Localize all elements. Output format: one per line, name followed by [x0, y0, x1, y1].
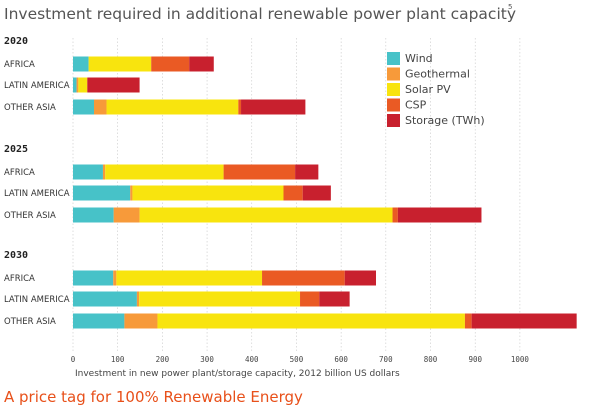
- bar-segment: [113, 207, 140, 223]
- x-tick-label: 600: [334, 355, 348, 364]
- chart-title: Investment required in additional renewa…: [4, 5, 516, 23]
- bar-segment: [94, 99, 107, 115]
- region-label: LATIN AMERICA: [4, 295, 70, 305]
- x-tick-label: 300: [200, 355, 214, 364]
- region-label: OTHER ASIA: [4, 103, 56, 113]
- bar-segment: [102, 164, 106, 180]
- bar-segment: [113, 270, 117, 286]
- bar-segment: [76, 77, 79, 93]
- row-labels: 2020 AFRICA LATIN AMERICA OTHER ASIA 2025 AFR…: [4, 36, 70, 327]
- bar-segment: [106, 99, 239, 115]
- bar-segment: [73, 164, 103, 180]
- legend-label: Geothermal: [405, 68, 470, 81]
- bar-segment: [73, 99, 95, 115]
- x-tick-label: 1000: [511, 355, 530, 364]
- bar-segment: [132, 185, 284, 201]
- legend-swatch: [387, 67, 400, 81]
- bar-segment: [319, 291, 350, 307]
- x-tick-label: 900: [468, 355, 482, 364]
- region-label: LATIN AMERICA: [4, 189, 70, 199]
- legend-swatch: [387, 52, 400, 65]
- x-tick-label: 200: [156, 355, 170, 364]
- x-tick-label: 800: [424, 355, 438, 364]
- legend-label: Wind: [405, 52, 433, 65]
- bar-segment: [73, 207, 114, 223]
- legend-label: Storage (TWh): [405, 114, 485, 127]
- x-axis-ticks: 0 100 200 300 400 500 600 700 800 900 1000: [71, 355, 530, 364]
- legend-swatch: [387, 83, 400, 96]
- bar-segment: [87, 77, 140, 93]
- bar-segment: [283, 185, 303, 201]
- bar-segment: [73, 291, 137, 307]
- year-label: 2020: [4, 36, 28, 47]
- bar-segment: [116, 270, 263, 286]
- x-tick-label: 700: [379, 355, 393, 364]
- bar-segment: [73, 77, 77, 93]
- bar-segment: [223, 164, 296, 180]
- bar-segment: [302, 185, 331, 201]
- legend-label: Solar PV: [405, 83, 451, 96]
- bars: [73, 56, 577, 329]
- bar-segment: [344, 270, 376, 286]
- bar-segment: [151, 56, 190, 72]
- bar-segment: [73, 313, 125, 329]
- bar-segment: [397, 207, 482, 223]
- region-label: OTHER ASIA: [4, 317, 56, 327]
- year-label: 2030: [4, 250, 28, 261]
- year-label: 2025: [4, 144, 28, 155]
- bar-segment: [464, 313, 472, 329]
- bar-segment: [136, 291, 140, 307]
- x-tick-label: 0: [71, 355, 76, 364]
- bar-segment: [88, 56, 152, 72]
- region-label: AFRICA: [4, 274, 35, 284]
- x-tick-label: 100: [111, 355, 125, 364]
- bar-segment: [105, 164, 224, 180]
- bar-segment: [262, 270, 345, 286]
- bar-segment: [73, 185, 131, 201]
- bar-segment: [124, 313, 158, 329]
- bar-segment: [130, 185, 133, 201]
- bar-segment: [295, 164, 319, 180]
- x-axis-label: Investment in new power plant/storage ca…: [75, 369, 400, 379]
- bar-segment: [238, 99, 242, 115]
- page-caption: A price tag for 100% Renewable Energy: [4, 388, 303, 406]
- bar-segment: [300, 291, 320, 307]
- title-footnote: 5: [508, 3, 512, 11]
- bar-segment: [471, 313, 577, 329]
- bar-segment: [139, 291, 301, 307]
- legend-label: CSP: [405, 99, 427, 112]
- bar-segment: [157, 313, 465, 329]
- bar-segment: [73, 56, 89, 72]
- region-label: OTHER ASIA: [4, 211, 56, 221]
- legend-swatch: [387, 114, 400, 127]
- region-label: AFRICA: [4, 60, 35, 70]
- x-tick-label: 500: [290, 355, 304, 364]
- bar-segment: [78, 77, 88, 93]
- legend-swatch: [387, 98, 400, 112]
- bar-segment: [392, 207, 398, 223]
- region-label: AFRICA: [4, 168, 35, 178]
- region-label: LATIN AMERICA: [4, 81, 70, 91]
- bar-segment: [73, 270, 114, 286]
- bar-segment: [139, 207, 393, 223]
- bar-segment: [189, 56, 214, 72]
- legend: Wind Geothermal Solar PV CSP Storage (TWh): [387, 52, 485, 127]
- bar-segment: [241, 99, 306, 115]
- x-tick-label: 400: [245, 355, 259, 364]
